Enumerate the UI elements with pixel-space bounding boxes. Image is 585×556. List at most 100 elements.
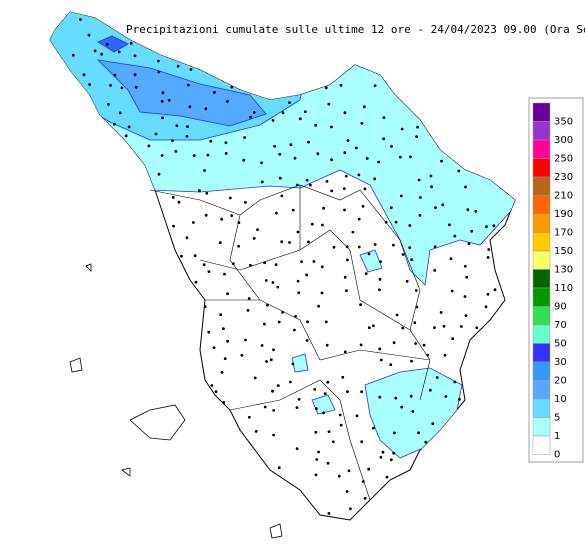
station-dot xyxy=(418,214,422,217)
legend-label: 20 xyxy=(554,376,567,387)
legend-swatch xyxy=(532,158,551,178)
station-dot xyxy=(464,185,467,189)
station-dot xyxy=(288,241,291,244)
station-dot xyxy=(410,359,413,363)
station-dot xyxy=(171,196,175,199)
legend-swatch xyxy=(532,398,551,418)
station-dot xyxy=(310,222,314,226)
station-dot xyxy=(346,139,350,143)
station-dot xyxy=(100,52,104,56)
station-dot xyxy=(316,152,320,156)
station-dot xyxy=(246,309,250,312)
station-dot xyxy=(378,288,381,292)
station-dot xyxy=(475,326,479,330)
station-dot xyxy=(411,410,415,413)
legend-label: 30 xyxy=(554,357,567,368)
station-dot xyxy=(351,230,355,234)
station-dot xyxy=(280,240,284,244)
station-dot xyxy=(207,270,211,273)
station-dot xyxy=(317,450,320,454)
station-dot xyxy=(379,260,382,263)
station-dot xyxy=(430,185,433,189)
station-dot xyxy=(271,119,275,122)
legend-label: 10 xyxy=(554,394,567,405)
station-dot xyxy=(242,158,246,162)
station-dot xyxy=(417,431,420,435)
legend-swatch xyxy=(532,139,551,159)
station-dot xyxy=(361,204,365,208)
station-dot xyxy=(263,405,267,409)
station-dot xyxy=(263,261,266,265)
station-dot xyxy=(314,430,318,434)
station-dot xyxy=(460,325,463,328)
station-dot xyxy=(389,458,393,462)
station-dot xyxy=(414,289,418,292)
station-dot xyxy=(324,86,328,90)
station-dot xyxy=(408,246,412,250)
station-dot xyxy=(463,264,467,268)
station-dot xyxy=(392,243,395,247)
station-dot xyxy=(157,172,161,176)
station-dot xyxy=(324,320,328,324)
station-dot xyxy=(213,91,216,94)
legend-swatch xyxy=(532,417,551,437)
station-dot xyxy=(205,191,209,195)
station-dot xyxy=(325,180,329,183)
station-dot xyxy=(243,136,247,139)
station-dot xyxy=(222,327,225,330)
station-dot xyxy=(237,244,241,248)
legend-swatch xyxy=(532,361,551,381)
legend-label: 190 xyxy=(554,209,573,220)
station-dot xyxy=(458,398,461,401)
station-dot xyxy=(244,338,247,342)
station-dot xyxy=(305,273,308,277)
station-dot xyxy=(405,279,409,283)
station-dot xyxy=(272,409,276,412)
station-dot xyxy=(180,254,183,258)
station-dot xyxy=(204,213,208,217)
station-dot xyxy=(450,289,454,293)
legend-label: 150 xyxy=(554,246,573,257)
station-dot xyxy=(392,451,396,455)
station-dot xyxy=(493,288,497,292)
station-dot xyxy=(415,135,418,139)
legend-label: 0 xyxy=(554,450,560,461)
station-dot xyxy=(307,240,310,244)
station-dot xyxy=(93,49,97,53)
station-dot xyxy=(378,278,382,281)
station-dot xyxy=(345,490,349,493)
station-dot xyxy=(385,475,389,479)
station-dot xyxy=(120,86,124,90)
station-dot xyxy=(343,111,347,115)
station-dot xyxy=(401,326,405,330)
station-dot xyxy=(341,375,345,379)
station-dot xyxy=(252,237,256,240)
station-dot xyxy=(253,376,257,380)
station-dot xyxy=(434,206,437,210)
station-dot xyxy=(416,125,419,129)
station-dot xyxy=(303,110,307,113)
station-dot xyxy=(280,194,284,198)
station-dot xyxy=(400,127,404,131)
station-dot xyxy=(278,176,282,180)
station-dot xyxy=(118,111,122,115)
station-dot xyxy=(409,155,412,159)
legend-swatch xyxy=(532,195,551,215)
station-dot xyxy=(288,101,291,104)
islands xyxy=(69,263,283,539)
station-dot xyxy=(289,143,293,147)
station-dot xyxy=(269,358,273,362)
station-dot xyxy=(379,455,383,459)
station-dot xyxy=(322,411,325,415)
legend-label: 90 xyxy=(554,302,567,313)
station-dot xyxy=(244,201,247,204)
station-dot xyxy=(248,415,251,419)
station-dot xyxy=(296,279,300,283)
station-dot xyxy=(87,33,91,37)
station-dot xyxy=(441,203,445,207)
station-dot xyxy=(410,258,413,261)
station-dot xyxy=(415,305,419,309)
station-dot xyxy=(273,144,277,148)
station-dot xyxy=(467,242,471,246)
